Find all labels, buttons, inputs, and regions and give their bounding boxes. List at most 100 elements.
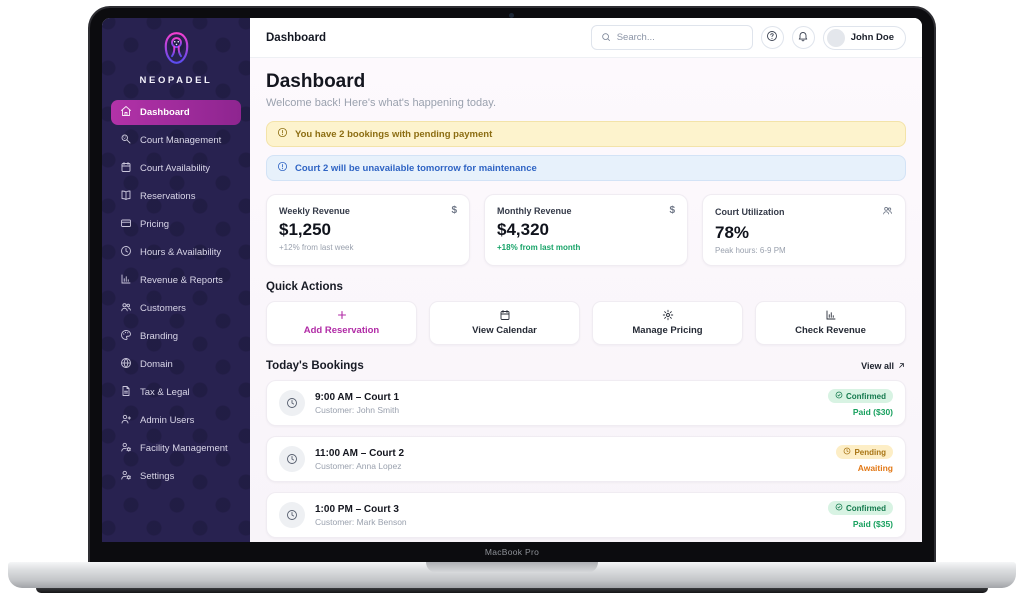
user-menu[interactable]: John Doe bbox=[822, 25, 906, 50]
alert-circle-icon bbox=[277, 127, 288, 141]
sidebar-item-label: Court Management bbox=[140, 135, 222, 146]
topbar-title: Dashboard bbox=[266, 31, 327, 44]
help-button[interactable] bbox=[760, 26, 784, 49]
sidebar-item-label: Admin Users bbox=[140, 415, 195, 426]
page-title: Dashboard bbox=[266, 71, 366, 92]
globe-icon bbox=[120, 357, 132, 372]
view-all-label: View all bbox=[861, 361, 894, 371]
document-icon bbox=[120, 385, 132, 400]
stat-label: Weekly Revenue bbox=[279, 205, 350, 216]
user-plus-icon bbox=[120, 413, 132, 428]
booking-row[interactable]: 11:00 AM – Court 2 Customer: Anna Lopez … bbox=[266, 436, 906, 482]
brand-block: NEOPADEL bbox=[102, 18, 250, 86]
sidebar-item-settings[interactable]: Settings bbox=[111, 464, 241, 489]
sidebar-item-customers[interactable]: Customers bbox=[111, 296, 241, 321]
action-label: Check Revenue bbox=[795, 325, 866, 336]
plus-icon bbox=[273, 309, 410, 321]
sidebar-item-pricing[interactable]: Pricing bbox=[111, 212, 241, 237]
sidebar-item-label: Facility Management bbox=[140, 443, 228, 454]
avatar bbox=[826, 28, 845, 47]
dollar-icon: $ bbox=[451, 205, 457, 216]
sidebar-item-admin-users[interactable]: Admin Users bbox=[111, 408, 241, 433]
sidebar-item-reservations[interactable]: Reservations bbox=[111, 184, 241, 209]
booking-title: 11:00 AM – Court 2 bbox=[315, 447, 405, 459]
search-icon bbox=[601, 29, 611, 47]
calendar-icon bbox=[436, 309, 573, 321]
sidebar-item-dashboard[interactable]: Dashboard bbox=[111, 100, 241, 125]
bell-icon bbox=[797, 29, 809, 47]
sidebar-item-branding[interactable]: Branding bbox=[111, 324, 241, 349]
search-input[interactable] bbox=[616, 32, 743, 43]
calendar-icon bbox=[120, 161, 132, 176]
clock-icon bbox=[279, 390, 305, 416]
stat-label: Court Utilization bbox=[715, 207, 785, 217]
brand-name: NEOPADEL bbox=[139, 75, 213, 86]
sidebar-item-facility-management[interactable]: Facility Management bbox=[111, 436, 241, 461]
view-calendar-button[interactable]: View Calendar bbox=[429, 301, 580, 345]
sidebar-item-label: Domain bbox=[140, 359, 173, 370]
sidebar-item-label: Hours & Availability bbox=[140, 247, 222, 258]
home-icon bbox=[120, 105, 132, 120]
sidebar-item-label: Dashboard bbox=[140, 107, 190, 118]
users-icon bbox=[882, 205, 893, 219]
user-gear-icon bbox=[120, 469, 132, 484]
macbook-label: MacBook Pro bbox=[484, 547, 540, 557]
quick-actions-row: Add Reservation View Calendar Manage Pri… bbox=[266, 301, 906, 345]
stat-court-utilization: Court Utilization 78% Peak hours: 6-9 PM bbox=[702, 194, 906, 266]
sidebar-item-label: Branding bbox=[140, 331, 179, 342]
clock-icon bbox=[843, 447, 851, 457]
dollar-icon: $ bbox=[669, 205, 675, 216]
palette-icon bbox=[120, 329, 132, 344]
stat-value: $1,250 bbox=[279, 220, 331, 239]
booking-customer: Customer: John Smith bbox=[315, 404, 400, 415]
sidebar-item-label: Settings bbox=[140, 471, 175, 482]
sidebar-item-domain[interactable]: Domain bbox=[111, 352, 241, 377]
manage-pricing-button[interactable]: Manage Pricing bbox=[592, 301, 743, 345]
booking-title: 9:00 AM – Court 1 bbox=[315, 391, 400, 403]
stats-row: Weekly Revenue $ $1,250 +12% from last w… bbox=[266, 194, 906, 266]
sidebar-item-revenue-reports[interactable]: Revenue & Reports bbox=[111, 268, 241, 293]
webcam-dot bbox=[509, 13, 514, 18]
page-subtitle: Welcome back! Here's what's happening to… bbox=[266, 97, 497, 109]
sidebar-item-hours-availability[interactable]: Hours & Availability bbox=[111, 240, 241, 265]
action-label: Add Reservation bbox=[303, 325, 380, 336]
status-badge: Confirmed bbox=[828, 389, 893, 403]
payment-status: Awaiting bbox=[857, 463, 893, 473]
booking-row[interactable]: 1:00 PM – Court 3 Customer: Mark Benson … bbox=[266, 492, 906, 538]
stat-value: $4,320 bbox=[497, 220, 549, 239]
sidebar-item-label: Pricing bbox=[140, 219, 170, 230]
racket-icon bbox=[120, 133, 132, 148]
alert-text: You have 2 bookings with pending payment bbox=[295, 128, 493, 140]
status-badge: Pending bbox=[836, 445, 893, 459]
sidebar-item-court-availability[interactable]: Court Availability bbox=[111, 156, 241, 181]
book-icon bbox=[120, 189, 132, 204]
add-reservation-button[interactable]: Add Reservation bbox=[266, 301, 417, 345]
quick-actions-heading: Quick Actions bbox=[266, 281, 343, 293]
booking-row[interactable]: 9:00 AM – Court 1 Customer: John Smith C… bbox=[266, 380, 906, 426]
credit-card-icon bbox=[120, 217, 132, 232]
sidebar-item-label: Tax & Legal bbox=[140, 387, 190, 398]
user-gear-icon bbox=[120, 441, 132, 456]
user-name: John Doe bbox=[850, 32, 894, 43]
topbar-actions: John Doe bbox=[590, 25, 906, 50]
stat-value: 78% bbox=[715, 223, 750, 242]
stat-delta: Peak hours: 6-9 PM bbox=[715, 246, 786, 255]
check-circle-icon bbox=[835, 503, 843, 513]
sidebar-item-label: Revenue & Reports bbox=[140, 275, 223, 286]
notifications-button[interactable] bbox=[791, 26, 815, 49]
padel-racket-logo-icon bbox=[163, 31, 190, 70]
stat-monthly-revenue: Monthly Revenue $ $4,320 +18% from last … bbox=[484, 194, 688, 266]
topbar: Dashboard bbox=[250, 18, 922, 58]
bookings-header: Today's Bookings View all bbox=[266, 360, 906, 372]
payment-status: Paid ($35) bbox=[852, 519, 893, 529]
sidebar-item-tax-legal[interactable]: Tax & Legal bbox=[111, 380, 241, 405]
sidebar-item-label: Customers bbox=[140, 303, 186, 314]
maintenance-alert: Court 2 will be unavailable tomorrow for… bbox=[266, 155, 906, 181]
search-box[interactable] bbox=[590, 25, 753, 50]
view-all-link[interactable]: View all bbox=[861, 361, 906, 372]
check-revenue-button[interactable]: Check Revenue bbox=[755, 301, 906, 345]
booking-title: 1:00 PM – Court 3 bbox=[315, 503, 399, 515]
sidebar-item-court-management[interactable]: Court Management bbox=[111, 128, 241, 153]
stat-delta: +18% from last month bbox=[497, 243, 581, 252]
